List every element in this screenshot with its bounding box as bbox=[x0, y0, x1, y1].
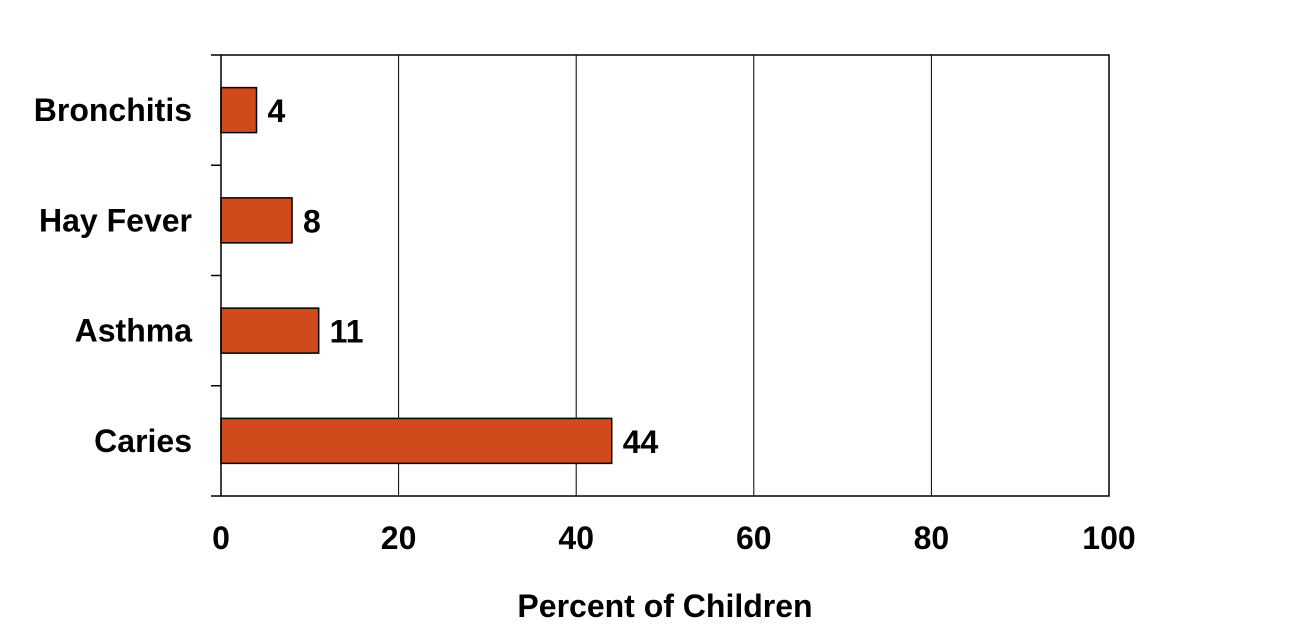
bars bbox=[220, 86, 613, 465]
bar-value-labels: 4 8 11 44 bbox=[268, 93, 659, 460]
category-label: Caries bbox=[94, 423, 192, 459]
y-axis-category-labels: Bronchitis Hay Fever Asthma Caries bbox=[34, 92, 192, 459]
category-label: Bronchitis bbox=[34, 92, 192, 128]
bar bbox=[220, 417, 613, 465]
x-tick-label: 60 bbox=[736, 520, 772, 556]
category-label: Asthma bbox=[75, 313, 193, 349]
x-axis-tick-labels: 0 20 40 60 80 100 bbox=[212, 520, 1136, 556]
x-tick-label: 100 bbox=[1082, 520, 1135, 556]
bar-value-label: 44 bbox=[623, 424, 659, 460]
x-axis-title: Percent of Children bbox=[517, 588, 812, 624]
bar bbox=[220, 197, 293, 244]
category-label: Hay Fever bbox=[39, 202, 192, 238]
bar-value-label: 11 bbox=[330, 314, 364, 350]
y-axis-ticks bbox=[211, 54, 221, 497]
bar bbox=[220, 307, 320, 354]
bar bbox=[220, 86, 258, 134]
x-tick-label: 20 bbox=[381, 520, 417, 556]
x-tick-label: 80 bbox=[914, 520, 950, 556]
x-tick-label: 0 bbox=[212, 520, 230, 556]
x-tick-label: 40 bbox=[558, 520, 594, 556]
bar-value-label: 4 bbox=[268, 93, 286, 129]
bar-value-label: 8 bbox=[303, 203, 321, 239]
